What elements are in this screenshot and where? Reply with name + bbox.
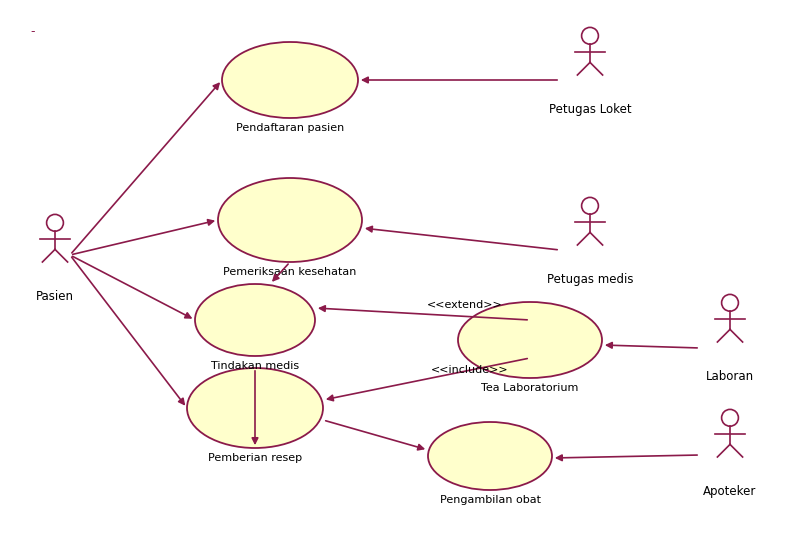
Text: Apoteker: Apoteker [703, 485, 756, 498]
Text: <<extend>>: <<extend>> [427, 300, 503, 310]
Text: Petugas medis: Petugas medis [547, 273, 633, 286]
Text: Petugas Loket: Petugas Loket [549, 103, 631, 116]
Text: Tea Laboratorium: Tea Laboratorium [482, 383, 579, 393]
Ellipse shape [222, 42, 358, 118]
Text: -: - [30, 25, 35, 38]
Text: <<include>>: <<include>> [431, 365, 508, 375]
Ellipse shape [218, 178, 362, 262]
Text: Pemeriksaan kesehatan: Pemeriksaan kesehatan [223, 267, 356, 277]
Ellipse shape [428, 422, 552, 490]
Text: Pendaftaran pasien: Pendaftaran pasien [236, 123, 344, 133]
Text: Pasien: Pasien [36, 290, 74, 303]
Ellipse shape [458, 302, 602, 378]
Ellipse shape [195, 284, 315, 356]
Text: Laboran: Laboran [706, 370, 754, 383]
Text: Tindakan medis: Tindakan medis [211, 361, 299, 371]
Text: Pemberian resep: Pemberian resep [208, 453, 302, 463]
Ellipse shape [187, 368, 323, 448]
Text: Pengambilan obat: Pengambilan obat [440, 495, 541, 505]
